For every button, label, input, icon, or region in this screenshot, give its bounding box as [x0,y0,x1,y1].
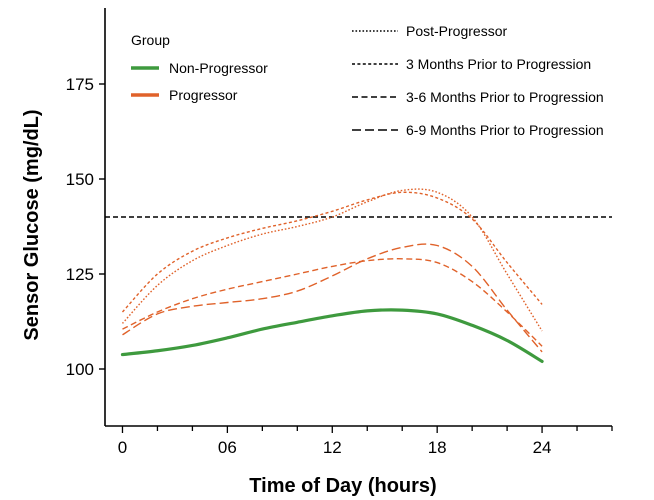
series-line-post-progressor [121,188,543,332]
x-tick-label: 0 [118,438,127,457]
x-axis-title: Time of Day (hours) [249,475,436,497]
legend-label: Non-Progressor [169,60,268,76]
legend: Group Non-Progressor Progressor Post-Progre… [131,23,604,138]
legend-linetype-label: 3 Months Prior to Progression [406,56,591,72]
y-axis-title: Sensor Glucose (mg/dL) [21,109,43,340]
y-tick-label: 125 [66,265,94,284]
series-layer [120,188,544,363]
series-line-non-progressor [120,308,544,363]
x-tick-label: 12 [323,438,342,457]
axes: 100 125 150 175 0 06 12 18 24 [66,8,613,457]
legend-linetype-label: 6-9 Months Prior to Progression [406,122,604,138]
legend-linetype-label: Post-Progressor [406,23,507,39]
series-line-3-months-prior-to-progression [121,191,543,313]
x-tick-label: 24 [533,438,552,457]
series-line-3-6-months-prior-to-progression [122,258,543,347]
y-tick-label: 100 [66,360,94,379]
legend-linetype-label: 3-6 Months Prior to Progression [406,89,604,105]
series-line-6-9-months-prior-to-progression [122,243,543,353]
legend-label: Progressor [169,87,238,103]
x-tick-label: 18 [428,438,447,457]
legend-title: Group [131,32,170,48]
x-tick-label: 06 [218,438,237,457]
y-tick-label: 150 [66,170,94,189]
y-tick-label: 175 [66,75,94,94]
